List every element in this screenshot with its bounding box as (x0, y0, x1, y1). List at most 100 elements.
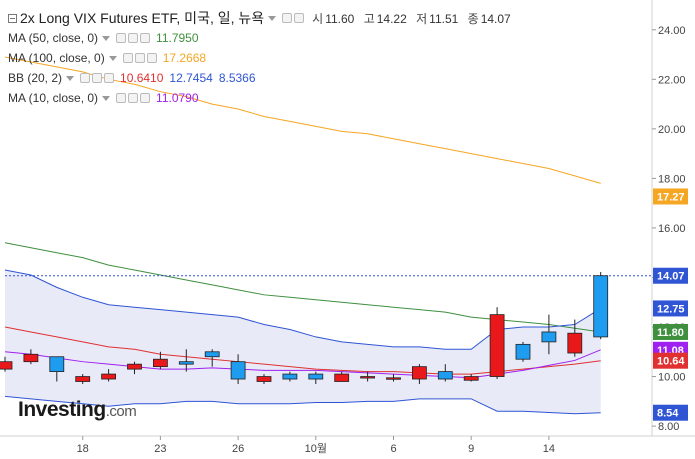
candle (282, 371, 298, 382)
candle-body (489, 314, 505, 377)
indicator-value: 17.2668 (162, 51, 207, 65)
legend-indicator-row: MA (50, close, 0) 11.7950 (8, 28, 517, 48)
price-label-text: 12.75 (657, 303, 685, 315)
candle-body (541, 331, 557, 343)
candle (489, 307, 505, 380)
y-tick-label: 20.00 (658, 124, 686, 136)
close-icon[interactable] (140, 93, 151, 103)
candle (23, 349, 39, 365)
bb-lower-line (4, 395, 601, 415)
eye-icon[interactable] (116, 33, 127, 43)
candle (463, 374, 479, 382)
eye-icon[interactable] (80, 73, 91, 83)
candle-body (204, 351, 220, 358)
candle (75, 374, 91, 384)
candle (178, 349, 194, 372)
gear-icon[interactable] (294, 13, 305, 23)
price-label: 14.07 (653, 267, 688, 284)
y-tick-label: 8.00 (658, 421, 679, 433)
candle (437, 364, 453, 382)
price-label-bg (653, 323, 688, 340)
bollinger-band-fill (5, 270, 601, 414)
y-tick-label: 16.00 (658, 223, 686, 235)
candle (0, 356, 13, 372)
indicator-controls (116, 93, 151, 103)
eye-icon[interactable] (122, 53, 133, 63)
close-icon[interactable] (146, 53, 157, 63)
indicator-value: 11.0790 (156, 91, 199, 105)
price-label: 10.64 (653, 352, 688, 369)
chevron-down-icon[interactable] (66, 75, 75, 81)
gear-icon[interactable] (134, 53, 145, 63)
close-label: 종 (467, 11, 479, 26)
legend-indicator-row: MA (100, close, 0) 17.2668 (8, 48, 517, 68)
price-label-bg (653, 352, 688, 369)
candle-body (282, 373, 298, 380)
x-tick-label: 10월 (305, 442, 327, 455)
indicator-value: 11.7950 (156, 31, 199, 45)
candle (567, 319, 583, 357)
high-value: 14.22 (376, 11, 407, 26)
candle-body (152, 358, 168, 368)
indicator-name: MA (100, close, 0) (8, 51, 105, 65)
gear-icon[interactable] (128, 33, 139, 43)
price-label-text: 10.64 (657, 356, 685, 368)
collapse-icon[interactable] (8, 13, 17, 23)
candle-body (49, 356, 65, 372)
high-label: 고 (363, 11, 375, 26)
gear-icon[interactable] (92, 73, 103, 83)
candle (49, 356, 65, 382)
indicator-controls (116, 33, 151, 43)
candle-body (334, 373, 350, 382)
eye-icon[interactable] (282, 13, 293, 23)
candle-body (178, 361, 194, 365)
low-value: 11.51 (429, 11, 459, 26)
chart-legend: 2x Long VIX Futures ETF, 미국, 일, 뉴욕 시 11.6… (8, 8, 517, 108)
close-icon[interactable] (140, 33, 151, 43)
y-tick-label: 10.00 (658, 372, 686, 384)
indicator-name: MA (50, close, 0) (8, 31, 99, 45)
candle (101, 369, 116, 382)
legend-title-row: 2x Long VIX Futures ETF, 미국, 일, 뉴욕 시 11.6… (8, 8, 517, 28)
indicator-name: MA (10, close, 0) (8, 91, 99, 105)
candle (308, 371, 324, 384)
logo-suffix: .com (105, 403, 137, 420)
close-value: 14.07 (480, 11, 511, 26)
price-label-text: 14.07 (657, 271, 685, 283)
x-tick-label: 18 (77, 443, 89, 455)
candle (411, 364, 427, 384)
candle-body (230, 361, 246, 380)
candle-body (567, 332, 583, 354)
candle-body (75, 376, 91, 382)
indicator-list: MA (50, close, 0) 11.7950 MA (100, close, … (8, 28, 517, 108)
candle-body (463, 376, 479, 381)
gear-icon[interactable] (128, 93, 139, 103)
candle (593, 272, 609, 340)
candle-body (360, 376, 376, 379)
candle-body (101, 373, 116, 380)
candle (541, 314, 557, 355)
price-label-text: 11.80 (657, 327, 684, 339)
chevron-down-icon[interactable] (102, 95, 111, 101)
price-label-text: 17.27 (657, 191, 685, 203)
price-label-bg (653, 300, 688, 317)
investing-logo: Investing.com (18, 398, 137, 422)
chevron-down-icon[interactable] (268, 15, 277, 21)
candle-body (0, 361, 13, 370)
logo-main: Investing (18, 398, 106, 421)
indicator-name: BB (20, 2) (8, 71, 63, 85)
price-label: 8.54 (653, 404, 688, 421)
close-icon[interactable] (104, 73, 115, 83)
price-label-bg (653, 404, 688, 421)
chevron-down-icon[interactable] (102, 35, 111, 41)
indicator-controls (80, 73, 115, 83)
eye-icon[interactable] (116, 93, 127, 103)
candle (204, 349, 220, 367)
y-tick-label: 22.00 (658, 74, 686, 86)
candle-body (411, 366, 427, 380)
chevron-down-icon[interactable] (108, 55, 117, 61)
price-label: 11.80 (653, 323, 688, 340)
indicator-value: 10.6410 (120, 71, 164, 85)
x-tick-label: 14 (543, 443, 555, 455)
